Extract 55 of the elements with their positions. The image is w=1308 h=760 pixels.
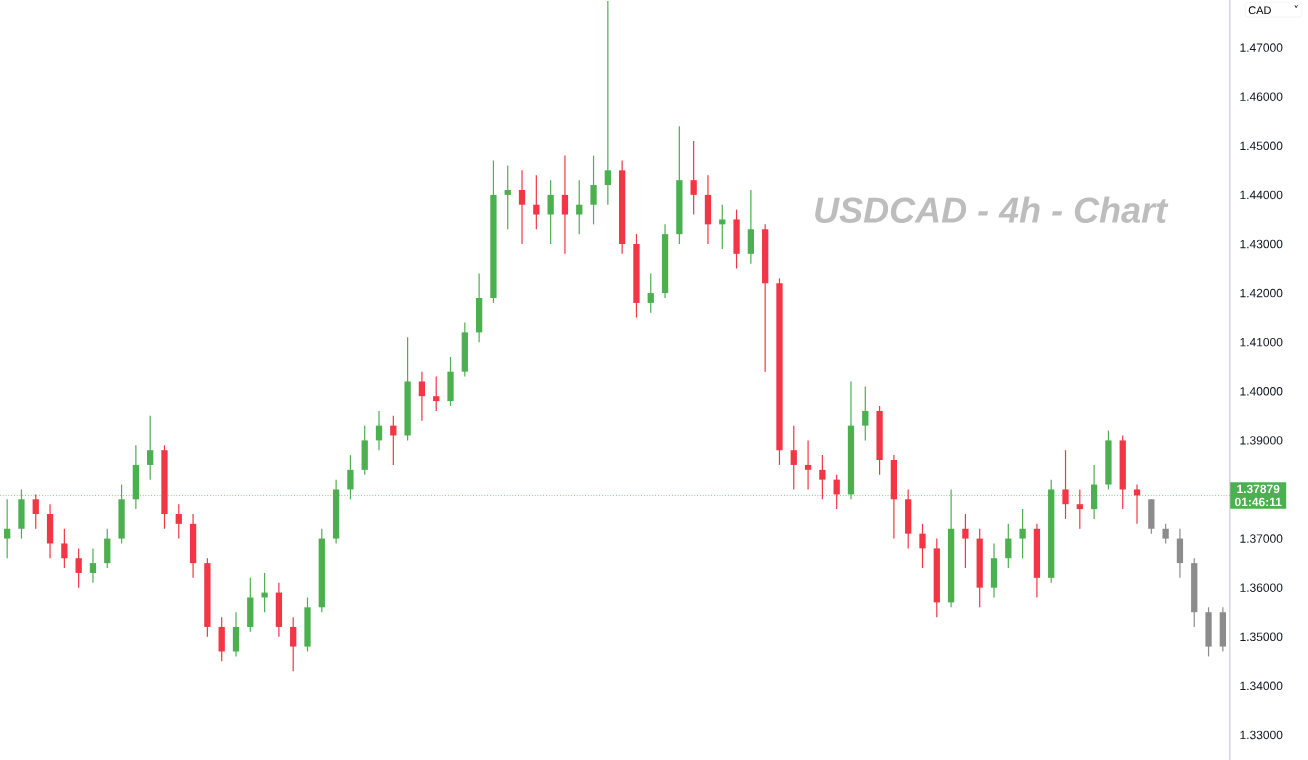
candlestick	[862, 385, 869, 441]
candlestick	[604, 0, 611, 206]
y-tick-label: 1.46000	[1240, 92, 1283, 101]
y-tick-label: 1.41000	[1240, 337, 1283, 347]
candlestick	[290, 616, 297, 672]
y-tick-label: 1.35000	[1240, 632, 1283, 642]
candlestick	[518, 169, 526, 245]
candlestick	[833, 474, 840, 510]
candlestick	[1005, 523, 1012, 569]
candlestick	[504, 164, 511, 230]
candlestick	[1019, 508, 1026, 559]
y-tick-label: 1.45000	[1240, 141, 1283, 151]
candlestick	[375, 410, 383, 451]
candlestick	[4, 498, 11, 559]
candlestick	[719, 204, 726, 250]
candlestick	[561, 155, 569, 255]
candlestick	[690, 140, 697, 216]
y-tick-label: 1.42000	[1240, 288, 1283, 298]
y-tick-label: 1.44000	[1240, 190, 1283, 200]
candlestick	[433, 375, 440, 412]
candlestick	[175, 503, 182, 540]
candlestick	[533, 174, 540, 230]
candlestick	[804, 439, 812, 491]
candlestick	[962, 513, 969, 569]
candlestick	[1076, 488, 1083, 530]
candlestick	[261, 572, 268, 613]
y-tick-label: 1.34000	[1240, 681, 1283, 691]
y-tick-label: 1.33000	[1240, 730, 1283, 740]
candlestick	[418, 371, 426, 422]
text: ˅	[1294, 5, 1298, 8]
candlestick	[61, 528, 68, 569]
candlestick	[1133, 483, 1141, 525]
y-tick-label: 1.37000	[1240, 534, 1283, 543]
text: CAD	[1248, 6, 1271, 15]
candlestick	[647, 272, 654, 314]
candlestick	[1162, 523, 1169, 545]
candlestick	[576, 179, 583, 235]
ref-line-label: 1.37879	[1237, 484, 1280, 494]
y-tick-label: 1.36000	[1240, 583, 1283, 592]
candlestick	[819, 454, 826, 500]
candlestick	[75, 547, 82, 589]
y-tick-label: 1.47000	[1240, 43, 1283, 52]
y-tick-label: 1.39000	[1240, 436, 1283, 445]
candlestick	[919, 523, 926, 569]
candlestick	[89, 547, 97, 584]
candlestick	[790, 425, 797, 491]
candlestick	[547, 179, 554, 245]
y-tick-label: 1.40000	[1240, 387, 1283, 396]
candlestick	[32, 493, 39, 530]
candlestick	[590, 155, 597, 225]
candlestick	[1062, 449, 1069, 520]
candlestick	[147, 415, 154, 481]
y-tick-label: 1.43000	[1240, 239, 1283, 249]
text: 01:46:11	[1234, 497, 1282, 507]
text: USDCAD - 4h - Chart	[815, 196, 1169, 223]
